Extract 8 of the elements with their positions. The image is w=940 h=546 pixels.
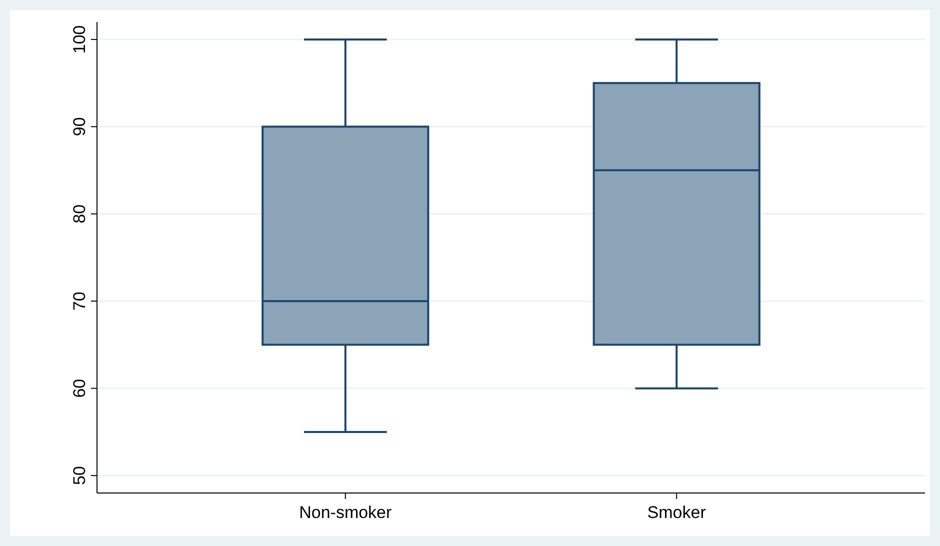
y-tick-label: 100 xyxy=(70,25,89,54)
y-tick-label: 50 xyxy=(70,466,89,486)
y-tick-label: 60 xyxy=(70,378,89,398)
x-tick-label: Non-smoker xyxy=(299,503,392,522)
y-tick-label: 80 xyxy=(70,204,89,224)
y-tick-label: 70 xyxy=(70,292,89,311)
y-tick-label: 90 xyxy=(70,117,89,136)
x-tick-label: Smoker xyxy=(647,503,706,522)
